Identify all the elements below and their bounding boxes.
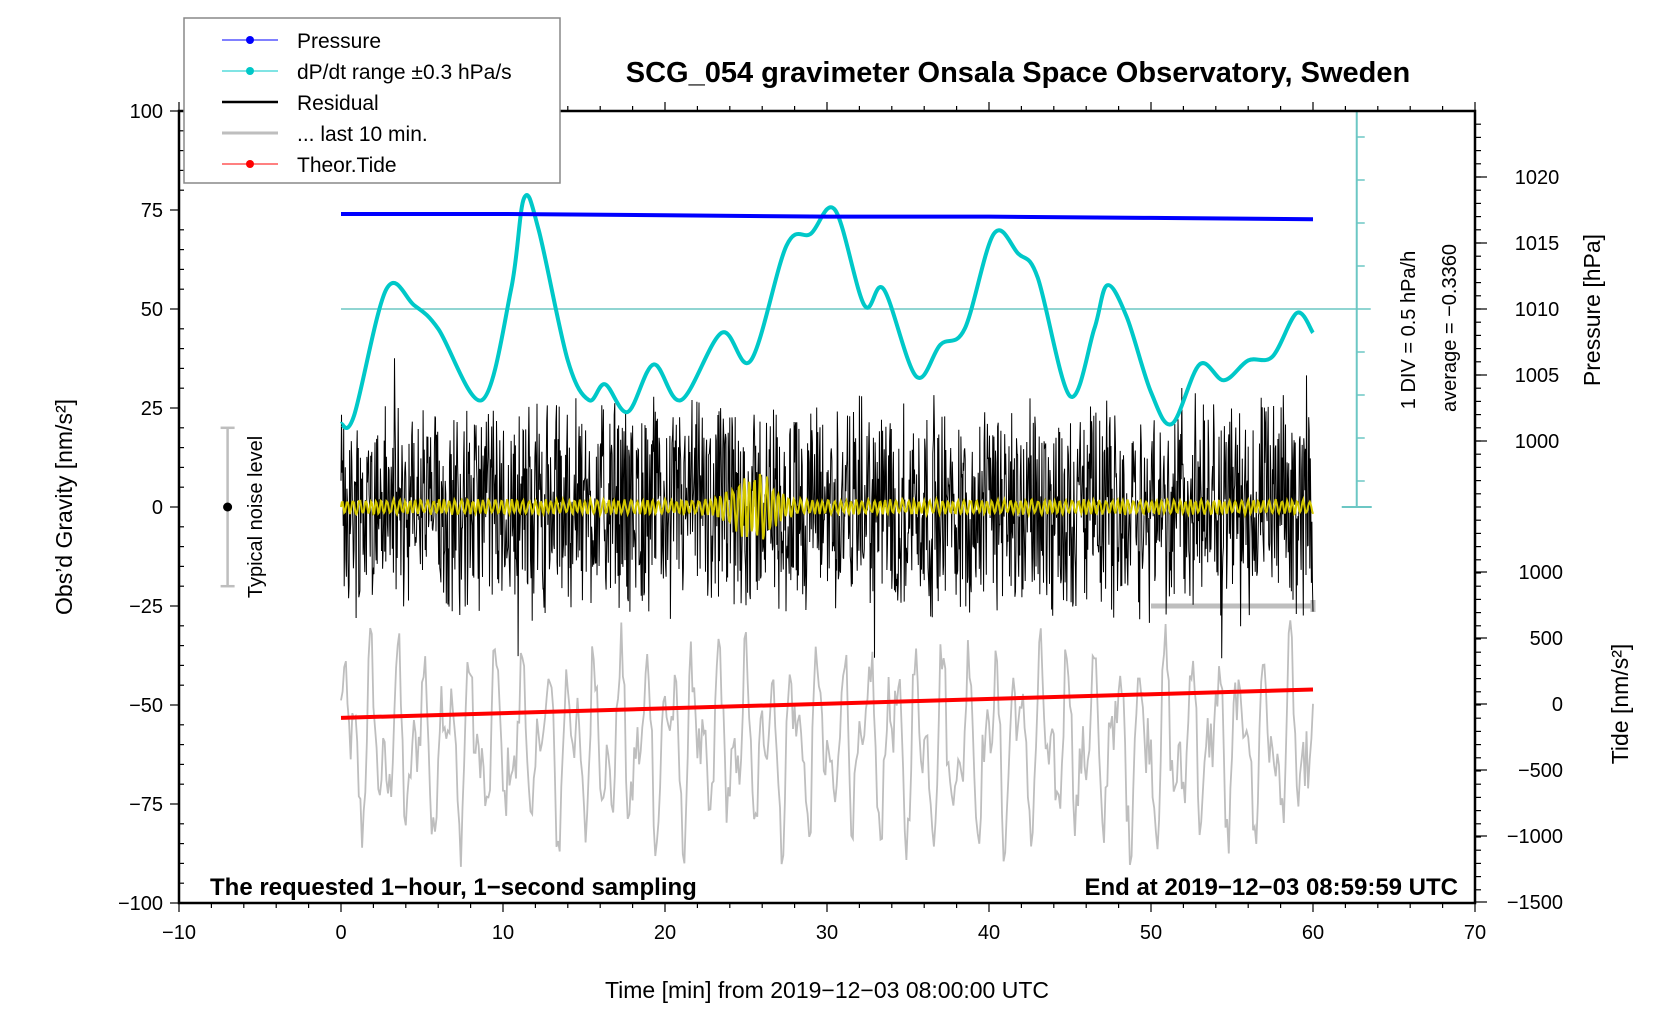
legend: Pressure dP/dt range ±0.3 hPa/s Residual… (183, 17, 561, 184)
legend-swatch-dot (246, 36, 254, 44)
pressure-tick-label: 1010 (1515, 299, 1560, 321)
x-tick-label: 70 (1464, 922, 1486, 944)
legend-swatch-dot (246, 160, 254, 168)
x-tick-label: 40 (978, 922, 1000, 944)
axis-ticks: −10 0 10 20 30 40 50 60 701007550250−25−50−75−10… (118, 101, 1563, 944)
pressure-tick-label: 1015 (1515, 233, 1560, 255)
legend-label: Residual (297, 92, 379, 115)
legend-item-dpdt: dP/dt range ±0.3 hPa/s (222, 61, 512, 84)
x-tick-label: 20 (654, 922, 676, 944)
noise-bar-center-dot (223, 502, 233, 512)
tide-tick-label: 1000 (1519, 562, 1564, 584)
legend-box (183, 17, 561, 184)
tide-tick-label: −1000 (1507, 826, 1563, 848)
pressure-tick-label: 1020 (1515, 167, 1560, 189)
last-10-min-line (340, 620, 1314, 867)
x-axis-title: Time [min] from 2019−12−03 08:00:00 UTC (605, 977, 1049, 1003)
y-tick-label: 100 (130, 101, 163, 123)
legend-label: Pressure (297, 30, 381, 53)
dpdt-series (339, 193, 1315, 430)
dpdt-scale-label: 1 DIV = 0.5 hPa/h (1398, 251, 1420, 409)
x-tick-label: −10 (162, 922, 196, 944)
tide-tick-label: −1500 (1507, 892, 1563, 914)
y-tick-label: −75 (129, 794, 163, 816)
chart-title: SCG_054 gravimeter Onsala Space Observat… (626, 57, 1410, 89)
x-tick-label: 60 (1302, 922, 1324, 944)
x-tick-label: 30 (816, 922, 838, 944)
legend-item-pressure: Pressure (222, 30, 381, 53)
legend-label: dP/dt range ±0.3 hPa/s (297, 61, 512, 84)
noise-level-label: Typical noise level (245, 436, 267, 598)
tide-tick-label: 0 (1552, 694, 1563, 716)
filtered-residual-line (340, 473, 1314, 540)
end-time-annotation: End at 2019−12−03 08:59:59 UTC (1084, 874, 1458, 901)
noise-bar (220, 426, 235, 588)
legend-item-theor-tide: Theor.Tide (222, 154, 397, 177)
filtered-residual-series (340, 473, 1314, 540)
legend-swatch-dot (246, 67, 254, 75)
theor-tide-line (340, 687, 1314, 720)
pressure-series (341, 211, 1314, 222)
tide-tick-label: 500 (1530, 628, 1563, 650)
legend-item-residual: Residual (222, 92, 379, 115)
x-tick-label: 0 (335, 922, 346, 944)
theor-tide-series (340, 687, 1314, 720)
pressure-tick-label: 1000 (1515, 431, 1560, 453)
y-tick-label: −25 (129, 596, 163, 618)
legend-label: Theor.Tide (297, 154, 397, 177)
pressure-tick-label: 1005 (1515, 365, 1560, 387)
y-tick-label: −100 (118, 893, 163, 915)
y-axis-title-tide: Tide [nm/s²] (1607, 644, 1633, 765)
y-tick-label: 25 (141, 398, 163, 420)
dpdt-scale (341, 111, 1372, 508)
legend-item-last-10-min: ... last 10 min. (222, 123, 428, 146)
x-tick-label: 10 (492, 922, 514, 944)
y-axis-title-left: Obs’d Gravity [nm/s²] (51, 399, 77, 615)
sampling-annotation: The requested 1−hour, 1−second sampling (210, 874, 697, 901)
tide-tick-label: −500 (1518, 760, 1563, 782)
y-tick-label: 0 (152, 497, 163, 519)
y-tick-label: 75 (141, 200, 163, 222)
y-tick-label: −50 (129, 695, 163, 717)
y-tick-label: 50 (141, 299, 163, 321)
legend-label: ... last 10 min. (297, 123, 428, 146)
y-axis-title-pressure: Pressure [hPa] (1579, 234, 1605, 386)
dpdt-average-label: average = −0.3360 (1439, 244, 1461, 412)
dpdt-line (339, 193, 1315, 430)
pressure-line (341, 211, 1314, 222)
x-tick-label: 50 (1140, 922, 1162, 944)
